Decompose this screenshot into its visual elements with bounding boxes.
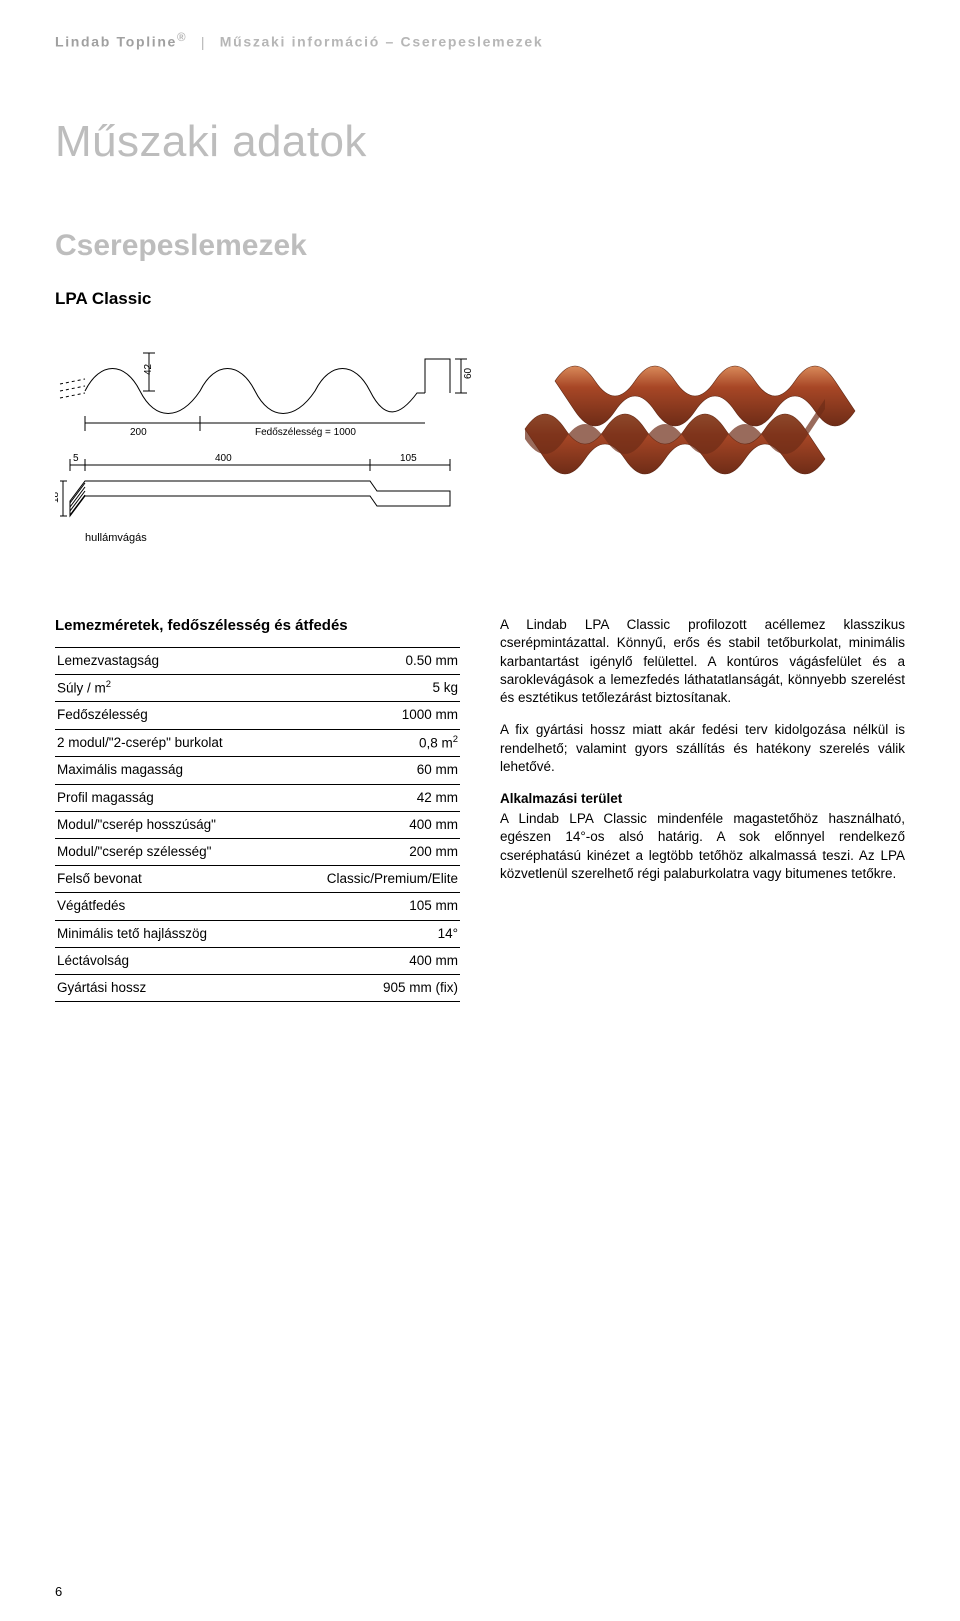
spec-value: 400 mm — [280, 811, 460, 838]
wave-label: hullámvágás — [85, 532, 147, 544]
table-row: Maximális magasság60 mm — [55, 757, 460, 784]
reg-mark: ® — [177, 31, 187, 44]
spec-label: Profil magasság — [55, 784, 280, 811]
dim-200: 200 — [130, 427, 147, 438]
spec-label: Súly / m2 — [55, 674, 280, 702]
spec-table: Lemezvastagság0.50 mmSúly / m25 kgFedősz… — [55, 647, 460, 1003]
spec-label: Léctávolság — [55, 947, 280, 974]
brand: Lindab Topline — [55, 34, 177, 50]
running-header: Lindab Topline® | Műszaki információ – C… — [55, 30, 905, 52]
table-row: 2 modul/"2-cserép" burkolat0,8 m2 — [55, 729, 460, 757]
table-row: Léctávolság400 mm — [55, 947, 460, 974]
spec-label: Maximális magasság — [55, 757, 280, 784]
spec-column: Lemezméretek, fedőszélesség és átfedés L… — [55, 616, 460, 1002]
coverage-label: Fedőszélesség = 1000 — [255, 427, 356, 438]
spec-label: Végátfedés — [55, 893, 280, 920]
spec-label: Lemezvastagság — [55, 647, 280, 674]
spec-value: 0.50 mm — [280, 647, 460, 674]
table-row: Súly / m25 kg — [55, 674, 460, 702]
dim-105: 105 — [400, 453, 417, 464]
dim-400: 400 — [215, 453, 232, 464]
table-row: Lemezvastagság0.50 mm — [55, 647, 460, 674]
spec-label: Modul/"cserép hosszúság" — [55, 811, 280, 838]
spec-value: 200 mm — [280, 839, 460, 866]
product-name: LPA Classic — [55, 288, 905, 311]
table-row: Modul/"cserép hosszúság"400 mm — [55, 811, 460, 838]
section-title: Cserepeslemezek — [55, 226, 905, 267]
table-row: Gyártási hossz905 mm (fix) — [55, 975, 460, 1002]
table-row: Végátfedés105 mm — [55, 893, 460, 920]
spec-value: 14° — [280, 920, 460, 947]
spec-value: 0,8 m2 — [280, 729, 460, 757]
table-row: Fedőszélesség1000 mm — [55, 702, 460, 729]
text-column: A Lindab LPA Classic profilozott acéllem… — [500, 616, 905, 1002]
table-row: Profil magasság42 mm — [55, 784, 460, 811]
header-sep: | — [201, 34, 206, 50]
page-number: 6 — [55, 1583, 62, 1601]
spec-value: 1000 mm — [280, 702, 460, 729]
header-rest: Műszaki információ – Cserepeslemezek — [220, 34, 544, 50]
table-row: Minimális tető hajlásszög14° — [55, 920, 460, 947]
tile-render — [515, 331, 905, 496]
spec-value: Classic/Premium/Elite — [280, 866, 460, 893]
table-title: Lemezméretek, fedőszélesség és átfedés — [55, 616, 460, 636]
spec-label: 2 modul/"2-cserép" burkolat — [55, 729, 280, 757]
table-row: Felső bevonatClassic/Premium/Elite — [55, 866, 460, 893]
spec-value: 905 mm (fix) — [280, 975, 460, 1002]
dim-60: 60 — [463, 368, 474, 380]
subhead: Alkalmazási terület — [500, 790, 905, 808]
spec-value: 5 kg — [280, 674, 460, 702]
spec-label: Minimális tető hajlásszög — [55, 920, 280, 947]
spec-value: 105 mm — [280, 893, 460, 920]
spec-label: Modul/"cserép szélesség" — [55, 839, 280, 866]
spec-label: Fedőszélesség — [55, 702, 280, 729]
table-row: Modul/"cserép szélesség"200 mm — [55, 839, 460, 866]
page-title: Műszaki adatok — [55, 112, 905, 171]
spec-value: 42 mm — [280, 784, 460, 811]
para-1: A Lindab LPA Classic profilozott acéllem… — [500, 616, 905, 707]
spec-label: Felső bevonat — [55, 866, 280, 893]
dim-18: 18 — [55, 492, 61, 504]
spec-value: 400 mm — [280, 947, 460, 974]
spec-value: 60 mm — [280, 757, 460, 784]
dim-42: 42 — [143, 364, 154, 376]
dim-5: 5 — [73, 453, 79, 464]
spec-label: Gyártási hossz — [55, 975, 280, 1002]
para-2: A fix gyártási hossz miatt akár fedési t… — [500, 721, 905, 776]
para-3: A Lindab LPA Classic mindenféle magastet… — [500, 810, 905, 883]
profile-diagram: 42 200 60 Fedőszélesség = 1000 5 400 105 — [55, 331, 485, 566]
